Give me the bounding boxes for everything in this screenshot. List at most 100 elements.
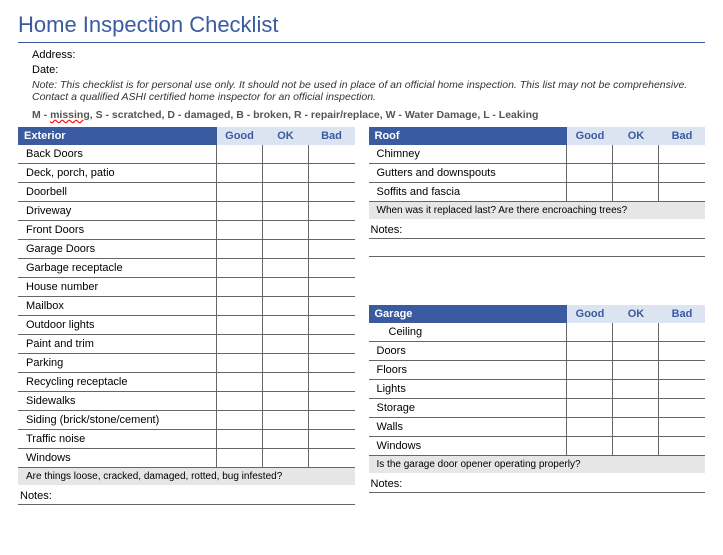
- garage-notes[interactable]: Notes:: [369, 475, 706, 493]
- rating-cell[interactable]: [659, 342, 705, 360]
- rating-cell[interactable]: [613, 342, 659, 360]
- rating-cell[interactable]: [263, 240, 309, 258]
- rating-cell[interactable]: [613, 183, 659, 201]
- rating-cell[interactable]: [217, 373, 263, 391]
- rating-cell[interactable]: [567, 342, 613, 360]
- rating-cell[interactable]: [659, 437, 705, 455]
- rating-cell[interactable]: [217, 316, 263, 334]
- item-label: Chimney: [369, 145, 568, 163]
- rating-cell[interactable]: [567, 380, 613, 398]
- rating-cell[interactable]: [309, 335, 355, 353]
- rating-cell[interactable]: [263, 449, 309, 467]
- table-row: Garage Doors: [18, 240, 355, 259]
- rating-cell[interactable]: [309, 145, 355, 163]
- rating-cell[interactable]: [217, 430, 263, 448]
- roof-header: Roof: [369, 127, 568, 145]
- rating-cell[interactable]: [217, 202, 263, 220]
- rating-cell[interactable]: [659, 164, 705, 182]
- rating-cell[interactable]: [309, 278, 355, 296]
- table-row: Soffits and fascia: [369, 183, 706, 202]
- rating-cell[interactable]: [309, 221, 355, 239]
- rating-cell[interactable]: [263, 221, 309, 239]
- rating-cell[interactable]: [263, 373, 309, 391]
- rating-cell[interactable]: [659, 380, 705, 398]
- rating-cell[interactable]: [217, 297, 263, 315]
- rating-cell[interactable]: [613, 418, 659, 436]
- rating-cell[interactable]: [659, 361, 705, 379]
- rating-cell[interactable]: [217, 164, 263, 182]
- rating-cell[interactable]: [567, 437, 613, 455]
- rating-cell[interactable]: [613, 164, 659, 182]
- table-row: Traffic noise: [18, 430, 355, 449]
- rating-cell[interactable]: [217, 221, 263, 239]
- rating-cell[interactable]: [217, 335, 263, 353]
- rating-cell[interactable]: [309, 259, 355, 277]
- exterior-prompt: Are things loose, cracked, damaged, rott…: [18, 468, 355, 485]
- item-label: Mailbox: [18, 297, 217, 315]
- rating-cell[interactable]: [659, 418, 705, 436]
- rating-cell[interactable]: [309, 202, 355, 220]
- rating-cell[interactable]: [263, 297, 309, 315]
- rating-cell[interactable]: [217, 145, 263, 163]
- item-label: Windows: [18, 449, 217, 467]
- rating-cell[interactable]: [659, 183, 705, 201]
- rating-cell[interactable]: [567, 418, 613, 436]
- columns-wrap: Exterior Good OK Bad Back DoorsDeck, por…: [18, 127, 705, 515]
- rating-cell[interactable]: [613, 380, 659, 398]
- rating-cell[interactable]: [263, 354, 309, 372]
- rating-cell[interactable]: [309, 373, 355, 391]
- rating-cell[interactable]: [659, 323, 705, 341]
- table-row: Storage: [369, 399, 706, 418]
- rating-cell[interactable]: [309, 183, 355, 201]
- rating-cell[interactable]: [263, 278, 309, 296]
- rating-cell[interactable]: [309, 430, 355, 448]
- rating-cell[interactable]: [613, 145, 659, 163]
- exterior-header: Exterior: [18, 127, 217, 145]
- rating-cell[interactable]: [613, 361, 659, 379]
- rating-cell[interactable]: [263, 164, 309, 182]
- rating-cell[interactable]: [309, 449, 355, 467]
- rating-cell[interactable]: [309, 411, 355, 429]
- rating-cell[interactable]: [263, 259, 309, 277]
- table-row: Back Doors: [18, 145, 355, 164]
- rating-cell[interactable]: [263, 335, 309, 353]
- rating-ok: OK: [613, 305, 659, 323]
- rating-cell[interactable]: [217, 240, 263, 258]
- rating-cell[interactable]: [263, 392, 309, 410]
- roof-notes-line[interactable]: [369, 239, 706, 257]
- rating-bad: Bad: [659, 305, 705, 323]
- rating-cell[interactable]: [263, 430, 309, 448]
- rating-cell[interactable]: [659, 399, 705, 417]
- rating-cell[interactable]: [309, 297, 355, 315]
- rating-cell[interactable]: [309, 392, 355, 410]
- rating-cell[interactable]: [263, 202, 309, 220]
- rating-cell[interactable]: [567, 183, 613, 201]
- rating-cell[interactable]: [263, 145, 309, 163]
- roof-notes[interactable]: Notes:: [369, 221, 706, 239]
- rating-cell[interactable]: [217, 259, 263, 277]
- rating-cell[interactable]: [263, 316, 309, 334]
- rating-cell[interactable]: [217, 449, 263, 467]
- rating-cell[interactable]: [217, 183, 263, 201]
- rating-cell[interactable]: [567, 399, 613, 417]
- rating-cell[interactable]: [613, 323, 659, 341]
- table-row: Front Doors: [18, 221, 355, 240]
- rating-cell[interactable]: [263, 183, 309, 201]
- rating-cell[interactable]: [567, 145, 613, 163]
- rating-cell[interactable]: [217, 392, 263, 410]
- rating-cell[interactable]: [613, 437, 659, 455]
- rating-cell[interactable]: [309, 164, 355, 182]
- rating-cell[interactable]: [659, 145, 705, 163]
- exterior-notes[interactable]: Notes:: [18, 487, 355, 505]
- rating-cell[interactable]: [567, 361, 613, 379]
- rating-cell[interactable]: [567, 164, 613, 182]
- rating-cell[interactable]: [309, 240, 355, 258]
- rating-cell[interactable]: [309, 316, 355, 334]
- rating-cell[interactable]: [263, 411, 309, 429]
- rating-cell[interactable]: [217, 411, 263, 429]
- rating-cell[interactable]: [613, 399, 659, 417]
- rating-cell[interactable]: [217, 278, 263, 296]
- rating-cell[interactable]: [567, 323, 613, 341]
- rating-cell[interactable]: [217, 354, 263, 372]
- rating-cell[interactable]: [309, 354, 355, 372]
